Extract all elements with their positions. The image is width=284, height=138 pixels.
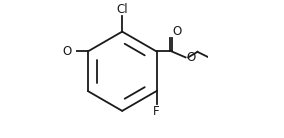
Text: O: O <box>186 51 195 64</box>
Text: O: O <box>172 25 181 38</box>
Text: Cl: Cl <box>116 3 128 16</box>
Text: O: O <box>63 45 72 58</box>
Text: F: F <box>153 105 160 118</box>
